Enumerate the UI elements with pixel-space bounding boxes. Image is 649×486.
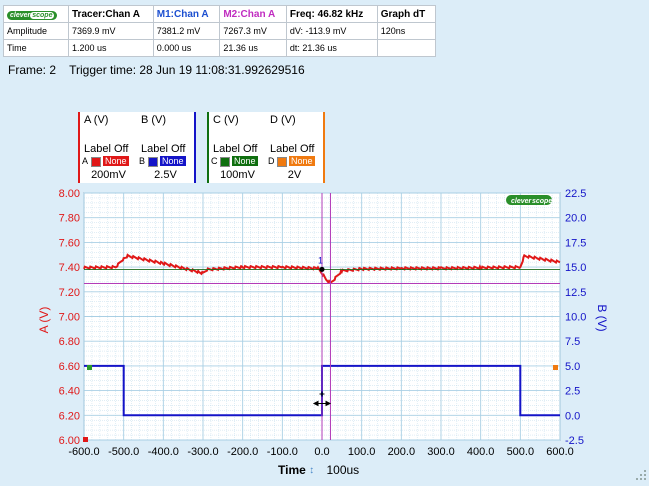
y-left-tick-label: 7.80 (59, 213, 80, 225)
y-right-axis-title: B (V) (595, 304, 609, 331)
time-axis-label: Time (278, 463, 306, 477)
y-right-tick-label: 2.5 (565, 386, 580, 398)
x-tick-label: -300.0 (187, 446, 218, 458)
channel-c-label-select[interactable]: C None (211, 156, 258, 167)
channel-c-scale[interactable]: 100mV (220, 169, 255, 181)
channel-panel-ab: A (V) Label Off A None 200mV B (V) Label … (78, 112, 196, 183)
y-right-tick-label: 7.5 (565, 336, 580, 348)
time-axis-control: Time ↕ 100us (278, 463, 359, 477)
channel-b-label-select[interactable]: B None (139, 156, 186, 167)
y-left-tick-label: 6.20 (59, 410, 80, 422)
time-scale-spinner-icon[interactable]: ↕ (309, 465, 315, 477)
y-right-tick-label: 0.0 (565, 410, 580, 422)
channel-d-label-off[interactable]: Label Off (270, 143, 315, 155)
channel-b-color-swatch[interactable] (148, 156, 158, 167)
y-left-tick-label: 7.60 (59, 237, 80, 249)
x-tick-label: -500.0 (108, 446, 139, 458)
channel-d-title: D (V) (270, 114, 296, 126)
channel-b-label-off[interactable]: Label Off (141, 143, 186, 155)
channel-a-control[interactable]: A (V) Label Off A None 200mV (80, 112, 137, 183)
y-left-tick-label: 6.80 (59, 336, 80, 348)
y-right-tick-label: 15.0 (565, 262, 586, 274)
trigger-position-icon[interactable] (312, 400, 332, 407)
resize-grip-icon[interactable] (636, 470, 646, 480)
y-right-tick-label: 10.0 (565, 312, 586, 324)
y-right-tick-label: 20.0 (565, 213, 586, 225)
channel-a-title: A (V) (84, 114, 109, 126)
channel-c-color-swatch[interactable] (220, 156, 230, 167)
y-right-tick-label: 22.5 (565, 188, 586, 200)
channel-a-label-off[interactable]: Label Off (84, 143, 129, 155)
x-tick-label: -400.0 (148, 446, 179, 458)
x-tick-label: -600.0 (68, 446, 99, 458)
channel-b-bar (194, 112, 196, 183)
svg-text:clever: clever (511, 198, 533, 205)
time-label: Time (3, 39, 69, 57)
channel-b-scale[interactable]: 2.5V (154, 169, 177, 181)
x-tick-label: -200.0 (227, 446, 258, 458)
y-left-tick-label: 7.40 (59, 262, 80, 274)
channel-c-offset-marker[interactable] (87, 365, 92, 370)
y-left-tick-label: 6.00 (59, 435, 80, 447)
channel-a-color-swatch[interactable] (91, 156, 101, 167)
y-right-tick-label: 17.5 (565, 237, 586, 249)
channel-a-scale[interactable]: 200mV (91, 169, 126, 181)
channel-a-bar (78, 112, 80, 183)
channel-a-label-select[interactable]: A None (82, 156, 129, 167)
channel-c-label-off[interactable]: Label Off (213, 143, 258, 155)
channel-d-scale[interactable]: 2V (287, 169, 302, 181)
trigger-crosshair-icon (319, 391, 325, 397)
dt-value: dt: 21.36 us (285, 39, 378, 57)
y-right-tick-label: 5.0 (565, 361, 580, 373)
y-left-tick-label: 7.00 (59, 312, 80, 324)
channel-c-control[interactable]: C (V) Label Off C None 100mV (209, 112, 266, 183)
empty-cell (376, 39, 437, 57)
tracer-time: 1.200 us (68, 39, 154, 57)
y-left-tick-label: 8.00 (59, 188, 80, 200)
channel-c-bar (207, 112, 209, 183)
x-tick-label: 200.0 (388, 446, 416, 458)
channel-c-title: C (V) (213, 114, 239, 126)
channel-b-control[interactable]: B (V) Label Off B None 2.5V (137, 112, 194, 183)
tracer-point[interactable] (319, 266, 325, 272)
channel-panel-cd: C (V) Label Off C None 100mV D (V) Label … (207, 112, 325, 183)
cleverscope-logo: clever scope (3, 5, 69, 23)
x-tick-label: 300.0 (427, 446, 455, 458)
plot-logo: clever scope (506, 195, 552, 205)
axis-ticks: -600.0 -500.0 -400.0 -300.0 -200.0 -100.0 0.0 1… (59, 188, 587, 458)
m1-time: 0.000 us (152, 39, 221, 57)
frame-trigger-info: Frame: 2 Trigger time: 28 Jun 19 11:08:3… (8, 63, 305, 77)
x-tick-label: 100.0 (348, 446, 376, 458)
y-left-tick-label: 6.60 (59, 361, 80, 373)
measurement-table: clever scope Tracer:Chan A M1:Chan A M2:C… (3, 5, 437, 57)
y-left-axis-title: A (V) (37, 307, 51, 334)
x-tick-label: 400.0 (467, 446, 495, 458)
channel-d-label-select[interactable]: D None (268, 156, 315, 167)
marker-label: 1 (318, 256, 323, 266)
y-left-tick-label: 6.40 (59, 386, 80, 398)
cursor-markers[interactable]: 1 (84, 193, 560, 440)
channel-d-color-swatch[interactable] (277, 156, 287, 167)
channel-d-bar (323, 112, 325, 183)
channel-d-offset-marker[interactable] (553, 365, 558, 370)
y-left-tick-label: 7.20 (59, 287, 80, 299)
channel-d-control[interactable]: D (V) Label Off D None 2V (266, 112, 323, 183)
channel-a-offset-marker[interactable] (83, 437, 88, 442)
x-tick-label: 0.0 (314, 446, 329, 458)
time-scale-value[interactable]: 100us (326, 463, 360, 477)
y-right-tick-label: -2.5 (565, 435, 584, 447)
svg-text:scope: scope (532, 198, 552, 205)
y-right-tick-label: 12.5 (565, 287, 586, 299)
channel-b-title: B (V) (141, 114, 167, 126)
x-tick-label: 600.0 (546, 446, 574, 458)
x-tick-label: 500.0 (507, 446, 535, 458)
x-tick-label: -100.0 (267, 446, 298, 458)
